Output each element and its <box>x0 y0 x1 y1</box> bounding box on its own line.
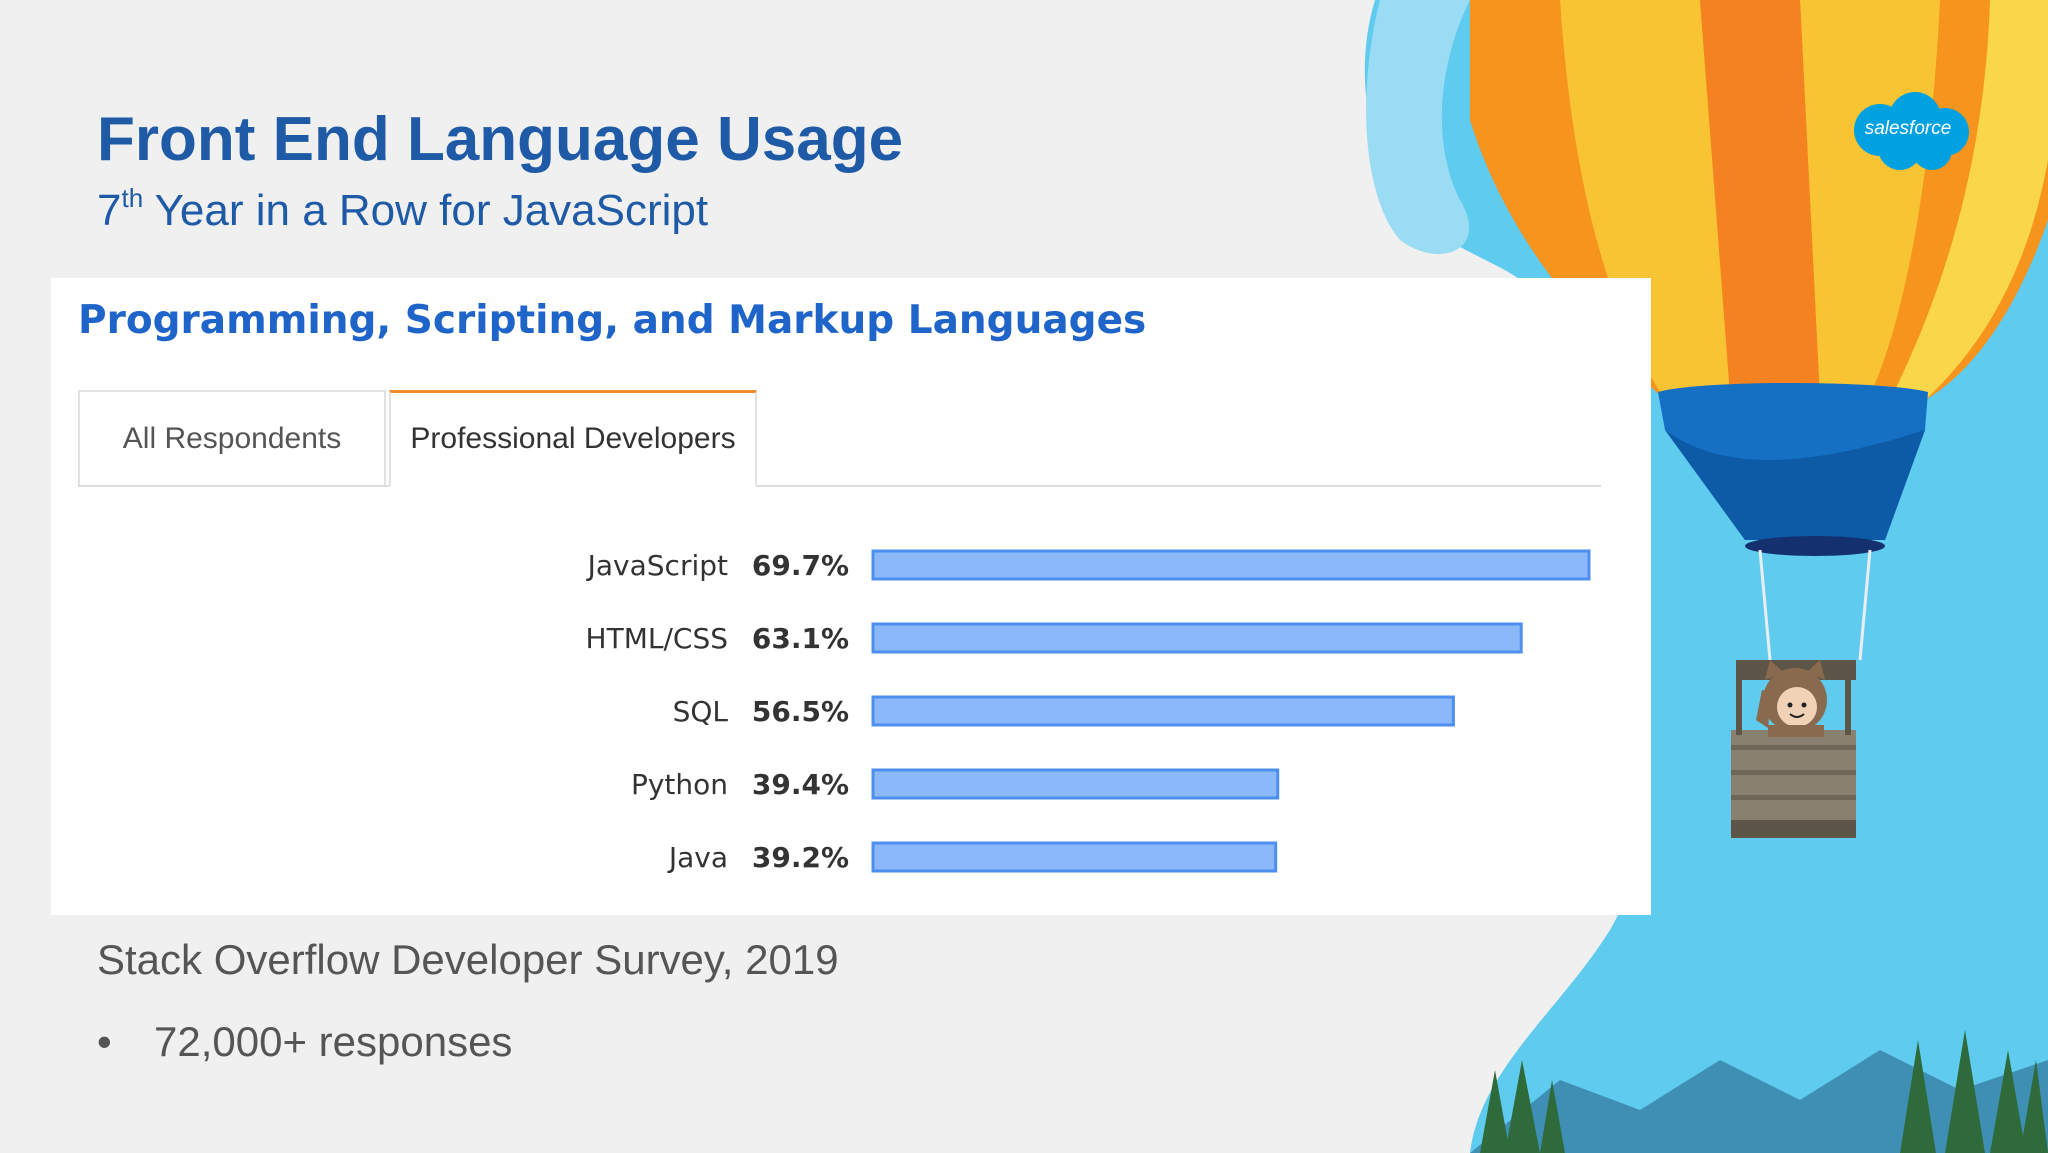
slide-subtitle: 7th Year in a Row for JavaScript <box>97 183 709 236</box>
tab-all-respondents[interactable]: All Respondents <box>78 390 386 485</box>
value-label: 39.4% <box>752 768 849 801</box>
bar-chart: JavaScript 69.7% HTML/CSS 63.1% SQL 56.5% Pyth… <box>586 549 1591 874</box>
balloon-mouth <box>1745 536 1885 556</box>
salesforce-logo-text: salesforce <box>1864 118 1952 139</box>
value-label: 69.7% <box>752 549 849 582</box>
balloon-skirt-shade <box>1665 430 1925 540</box>
tab-professional-developers[interactable]: Professional Developers <box>389 390 757 487</box>
category-label: HTML/CSS <box>586 622 728 655</box>
value-label: 63.1% <box>752 622 849 655</box>
character <box>1756 660 1827 737</box>
subtitle-text: Year in a Row for JavaScript <box>143 186 709 235</box>
slide-title: Front End Language Usage <box>97 105 904 174</box>
panel-title: Programming, Scripting, and Markup Langu… <box>78 298 1147 343</box>
bullet-marker: • <box>97 1018 112 1065</box>
subtitle-number: 7 <box>97 186 122 235</box>
category-label: JavaScript <box>586 549 728 582</box>
tabs-divider <box>78 485 1601 487</box>
sky-light <box>1366 0 1470 255</box>
chart-panel: Programming, Scripting, and Markup Langu… <box>51 278 1651 915</box>
bar <box>871 768 1280 800</box>
subtitle-superscript: th <box>121 183 144 213</box>
tab-label: Professional Developers <box>410 422 736 455</box>
bar <box>871 841 1278 873</box>
ropes <box>1758 549 1872 661</box>
mountains <box>1470 1050 2048 1153</box>
salesforce-logo-cloud <box>1854 92 1969 170</box>
source-caption: Stack Overflow Developer Survey, 2019 <box>97 936 839 983</box>
category-label: SQL <box>673 695 729 728</box>
category-label: Java <box>667 841 728 874</box>
value-label: 56.5% <box>752 695 849 728</box>
value-label: 39.2% <box>752 841 849 874</box>
bullet-text: 72,000+ responses <box>154 1018 513 1065</box>
tab-label: All Respondents <box>122 421 342 455</box>
bar <box>871 549 1591 581</box>
trees <box>1480 1030 2048 1153</box>
bar <box>871 695 1455 727</box>
category-label: Python <box>631 768 728 801</box>
basket <box>1731 660 1856 838</box>
bar <box>871 622 1523 654</box>
